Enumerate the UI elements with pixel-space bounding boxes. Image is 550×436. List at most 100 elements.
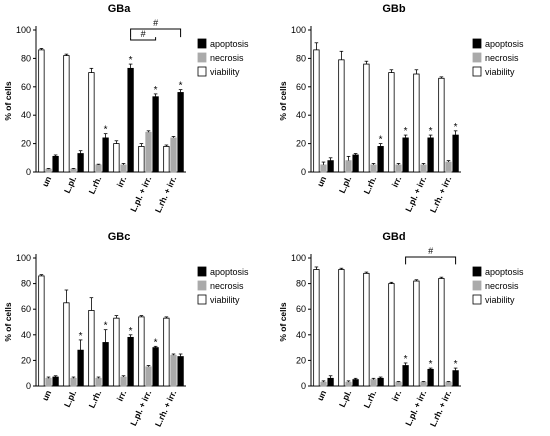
y-tick-label: 80: [21, 53, 31, 63]
bracket-label: #: [153, 18, 158, 28]
bar-necrosis: [420, 381, 427, 387]
legend-swatch-apoptosis: [197, 266, 207, 277]
bar-apoptosis: [452, 370, 459, 387]
x-tick-label: L.rh.: [361, 389, 378, 410]
x-tick-label: irr.: [390, 389, 404, 403]
legend-label-viability: viability: [485, 67, 515, 77]
y-tick-label: 60: [296, 304, 306, 314]
bar-viability: [63, 302, 70, 387]
x-tick-label: L.pl. + irr.: [403, 175, 428, 214]
bar-apoptosis: [152, 347, 159, 387]
y-tick-label: 40: [21, 330, 31, 340]
bar-necrosis: [45, 168, 52, 173]
bar-apoptosis: [52, 155, 59, 173]
legend-swatch-apoptosis: [472, 38, 482, 49]
significance-bracket: [130, 37, 157, 41]
significance-star: *: [104, 321, 108, 332]
bar-necrosis: [120, 376, 127, 387]
bar-viability: [338, 59, 345, 173]
y-axis-label: % of cells: [3, 81, 13, 120]
bar-viability: [413, 280, 420, 387]
bar-apoptosis: [427, 137, 434, 173]
y-tick-label: 40: [296, 330, 306, 340]
bar-apoptosis: [327, 377, 334, 387]
bar-viability: [363, 63, 370, 173]
significance-star: *: [154, 337, 158, 348]
bar-viability: [88, 72, 95, 173]
significance-bracket: [405, 256, 457, 265]
bar-apoptosis: [177, 92, 184, 173]
legend-swatch-viability: [472, 66, 482, 77]
x-tick-label: L.pl. + irr.: [403, 389, 428, 428]
bar-necrosis: [370, 379, 377, 387]
bar-apoptosis: [127, 336, 134, 387]
bar-necrosis: [345, 381, 352, 387]
bar-viability: [113, 317, 120, 387]
chart-title: GBd: [382, 231, 405, 243]
x-tick-label: irr.: [390, 175, 404, 189]
legend-label-viability: viability: [210, 67, 240, 77]
significance-star: *: [429, 359, 433, 370]
legend-swatch-necrosis: [197, 52, 207, 63]
y-tick-label: 20: [296, 139, 306, 149]
x-tick-label: L.pl.: [62, 389, 78, 409]
chart-panel-gba: GBa 0 20 40 60 80 100 % of cells un L.pl. * L.rh. * i…: [3, 3, 249, 214]
y-tick-label: 60: [21, 82, 31, 92]
legend-swatch-viability: [197, 66, 207, 77]
x-tick-label: un: [315, 175, 328, 189]
bar-necrosis: [395, 164, 402, 173]
bar-viability: [438, 278, 445, 387]
bar-necrosis: [320, 381, 327, 387]
bar-apoptosis: [377, 146, 384, 173]
x-tick-label: L.pl.: [337, 389, 353, 409]
x-tick-label: un: [40, 175, 53, 189]
y-tick-label: 100: [16, 253, 31, 263]
bar-apoptosis: [402, 365, 409, 387]
bar-viability: [88, 310, 95, 387]
bar-apoptosis: [427, 368, 434, 387]
bracket-label: #: [141, 29, 146, 39]
bar-viability: [163, 317, 170, 387]
bar-viability: [38, 49, 45, 173]
bar-viability: [138, 316, 145, 387]
bar-viability: [138, 146, 145, 173]
chart-panel-gbd: GBd 0 20 40 60 80 100 % of cells un L.pl. L.rh. * ir…: [278, 231, 524, 428]
legend-swatch-apoptosis: [472, 266, 482, 277]
bar-necrosis: [145, 366, 152, 387]
bar-necrosis: [420, 164, 427, 173]
bar-necrosis: [70, 168, 77, 173]
significance-star: *: [154, 85, 158, 96]
bar-viability: [113, 143, 120, 173]
y-tick-label: 20: [296, 355, 306, 365]
bar-necrosis: [395, 381, 402, 387]
legend-label-necrosis: necrosis: [485, 281, 519, 291]
legend-label-apoptosis: apoptosis: [485, 39, 524, 49]
y-tick-label: 100: [16, 25, 31, 35]
legend-label-viability: viability: [210, 295, 240, 305]
y-tick-label: 60: [296, 82, 306, 92]
legend-swatch-necrosis: [472, 52, 482, 63]
chart-title: GBa: [108, 3, 132, 15]
legend-swatch-necrosis: [197, 280, 207, 291]
bar-apoptosis: [177, 356, 184, 387]
bar-apoptosis: [102, 342, 109, 387]
legend-label-apoptosis: apoptosis: [210, 267, 249, 277]
bar-necrosis: [170, 354, 177, 387]
y-tick-label: 20: [21, 139, 31, 149]
bar-necrosis: [320, 164, 327, 173]
bar-necrosis: [120, 164, 127, 173]
x-tick-label: L.pl.: [62, 175, 78, 195]
y-tick-label: 80: [21, 279, 31, 289]
bar-apoptosis: [102, 137, 109, 173]
bar-viability: [313, 49, 320, 173]
y-tick-label: 20: [21, 355, 31, 365]
significance-star: *: [454, 359, 458, 370]
y-axis-label: % of cells: [278, 302, 288, 341]
x-tick-label: L.rh.: [86, 175, 103, 196]
legend-swatch-necrosis: [472, 280, 482, 291]
x-tick-label: L.pl.: [337, 175, 353, 195]
legend-label-apoptosis: apoptosis: [485, 267, 524, 277]
x-tick-label: L.pl. + irr.: [128, 175, 153, 214]
significance-star: *: [454, 122, 458, 133]
